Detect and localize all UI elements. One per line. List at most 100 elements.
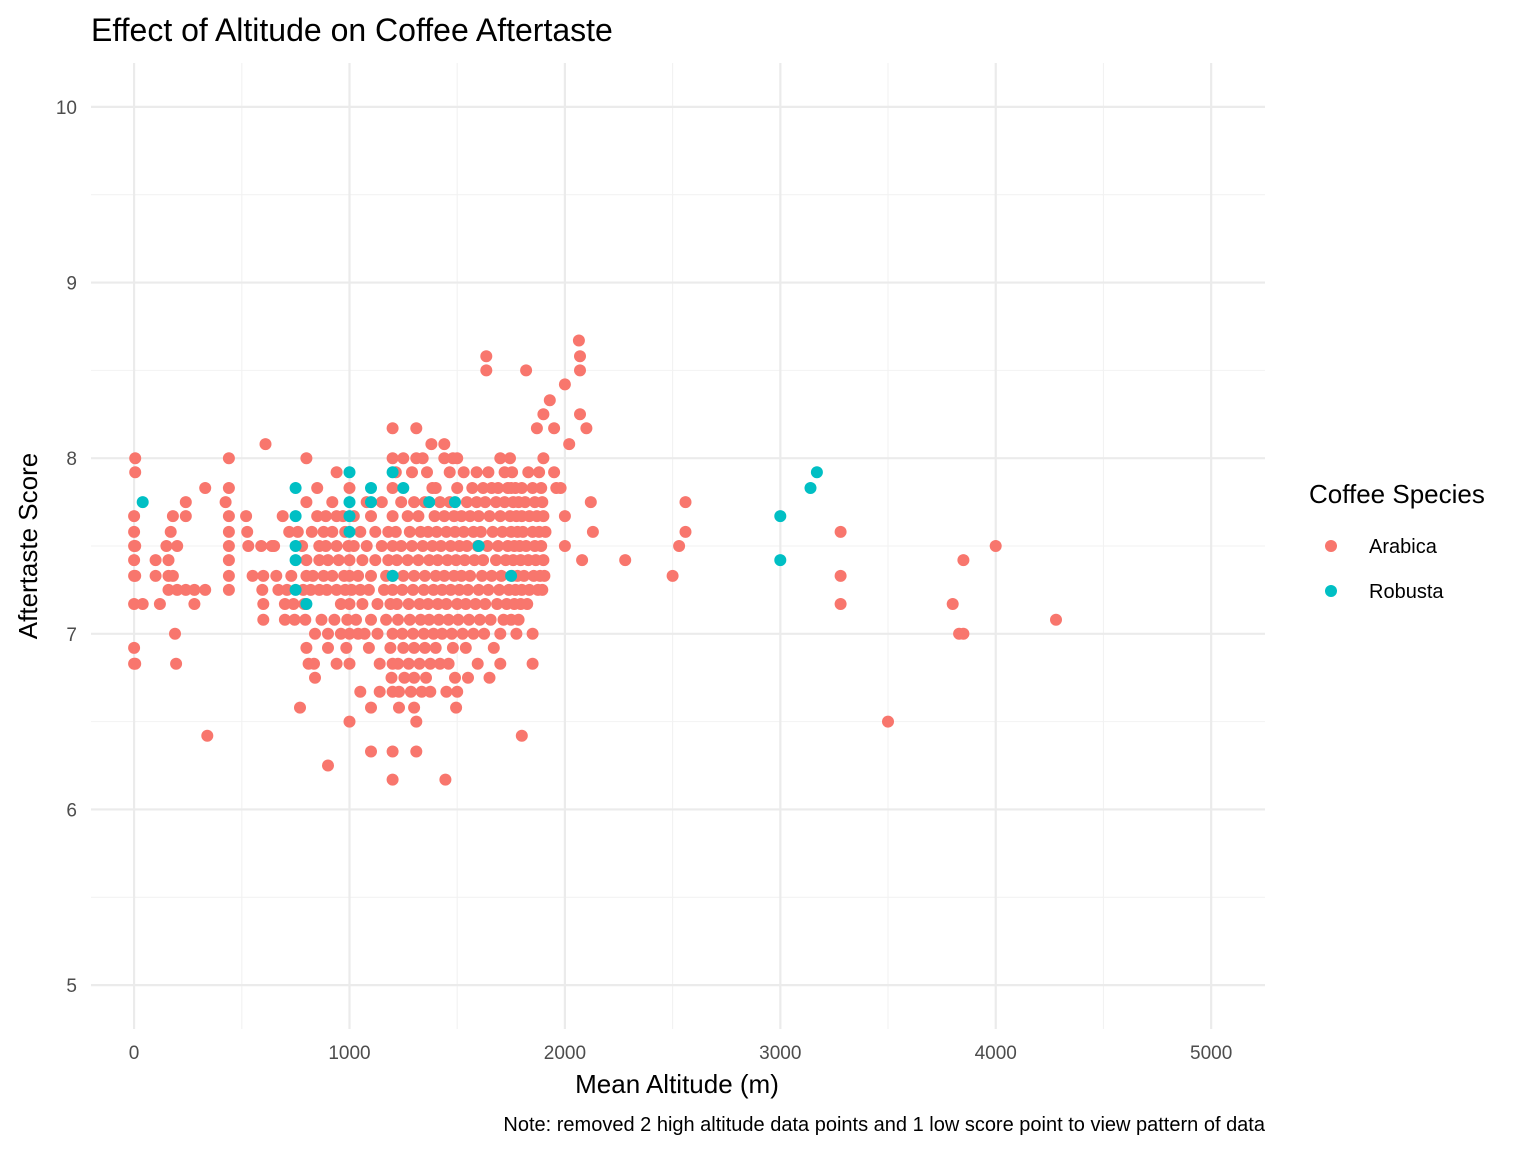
data-point-arabica [413,657,426,670]
data-point-arabica [268,540,281,552]
data-point-arabica [539,525,552,538]
chart-caption: Note: removed 2 high altitude data point… [503,1114,1265,1136]
data-point-arabica [373,685,386,698]
data-point-arabica [179,510,192,523]
data-point-arabica [523,583,536,596]
data-point-arabica [390,554,403,567]
data-point-arabica [300,452,313,465]
data-point-arabica [365,745,377,758]
data-point-arabica [311,510,324,523]
data-point-arabica [679,525,692,538]
data-point-arabica [521,598,534,610]
data-point-arabica [386,422,399,435]
data-point-arabica [459,641,472,654]
data-point-arabica [479,496,492,509]
data-point-arabica [389,525,402,538]
data-point-robusta [365,496,377,509]
data-point-arabica [537,408,550,421]
data-point-arabica [584,496,597,509]
data-point-arabica [494,452,507,465]
data-point-arabica [424,685,437,698]
data-point-arabica [481,540,494,552]
data-point-arabica [516,525,529,538]
data-point-arabica [408,569,421,582]
data-point-arabica [309,671,321,684]
data-point-arabica [574,364,586,377]
data-point-arabica [422,598,435,610]
data-point-arabica [241,525,254,538]
data-point-robusta [472,540,485,552]
data-point-arabica [386,773,399,786]
data-point-arabica [415,685,428,698]
data-point-arabica [440,598,453,610]
data-point-arabica [255,540,268,552]
data-point-arabica [308,657,320,670]
data-point-arabica [574,408,586,421]
data-point-arabica [413,598,426,610]
data-point-arabica [429,482,442,494]
data-point-arabica [278,613,291,626]
data-point-arabica [572,334,585,347]
data-point-arabica [149,569,162,582]
data-point-arabica [484,613,497,626]
data-point-arabica [470,466,483,479]
y-tick-label: 5 [66,976,77,997]
data-point-arabica [322,641,334,654]
data-point-arabica [450,701,463,714]
data-point-arabica [483,671,496,684]
data-point-arabica [343,715,356,728]
data-point-arabica [309,627,321,640]
data-point-arabica [429,569,442,582]
data-point-arabica [407,583,419,596]
data-point-arabica [412,510,425,523]
data-point-arabica [408,641,421,654]
data-point-robusta [386,569,399,582]
data-point-arabica [326,569,339,582]
legend-key-robusta [1325,585,1337,597]
data-point-arabica [315,613,328,626]
data-point-arabica [406,540,418,552]
data-point-arabica [482,466,495,479]
data-point-arabica [410,715,423,728]
data-point-arabica [365,569,377,582]
x-tick-label: 1000 [328,1043,370,1064]
data-point-arabica [462,583,474,596]
data-point-arabica [354,525,367,538]
data-point-arabica [428,510,441,523]
data-point-arabica [330,540,343,552]
data-point-arabica [417,583,430,596]
data-point-arabica [129,466,142,479]
data-point-arabica [957,627,970,640]
data-point-robusta [289,583,302,596]
data-point-arabica [378,583,390,596]
data-point-arabica [421,466,433,479]
data-point-robusta [289,510,302,523]
data-point-arabica [356,554,369,567]
data-point-arabica [300,496,313,509]
data-point-arabica [427,627,440,640]
data-point-arabica [397,452,410,465]
data-point-arabica [129,569,142,582]
data-point-arabica [443,466,456,479]
data-point-arabica [506,466,519,479]
data-point-arabica [882,715,894,728]
data-point-arabica [402,657,415,670]
data-point-arabica [679,496,692,509]
data-point-arabica [392,657,404,670]
data-point-robusta [774,510,787,523]
data-point-arabica [543,394,556,407]
data-point-arabica [162,554,175,567]
data-point-arabica [466,482,479,494]
data-point-arabica [438,569,451,582]
data-point-arabica [256,583,269,596]
data-point-arabica [520,540,533,552]
data-point-arabica [530,422,543,435]
data-point-arabica [464,510,477,523]
data-point-arabica [494,657,507,670]
data-point-arabica [382,554,395,567]
data-point-arabica [436,627,449,640]
legend: Coffee Species Arabica Robusta [1309,479,1485,603]
data-point-arabica [395,540,408,552]
data-point-arabica [490,554,502,567]
data-point-arabica [526,657,539,670]
